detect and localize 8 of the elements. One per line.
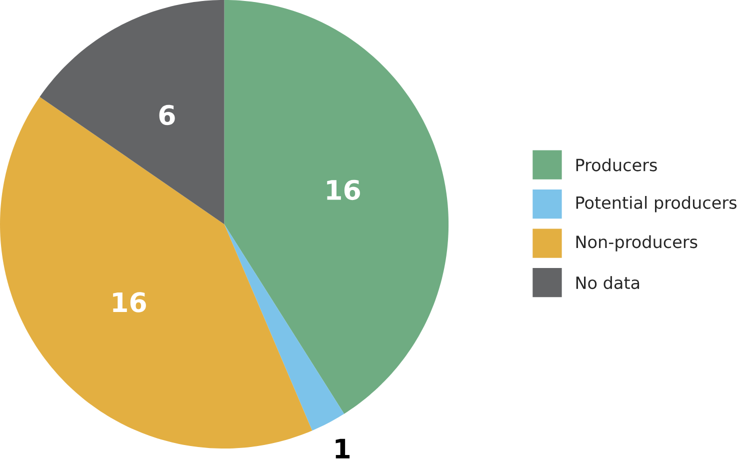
- data-label: 1: [336, 438, 350, 458]
- legend-label: No data: [576, 276, 640, 289]
- legend-label: Potential producers: [576, 196, 736, 212]
- data-label: 16: [327, 180, 360, 200]
- legend-label: Producers: [576, 158, 657, 172]
- data-label: 16: [113, 292, 146, 312]
- data-label: 6: [159, 104, 175, 126]
- legend-label: Non-producers: [576, 235, 698, 252]
